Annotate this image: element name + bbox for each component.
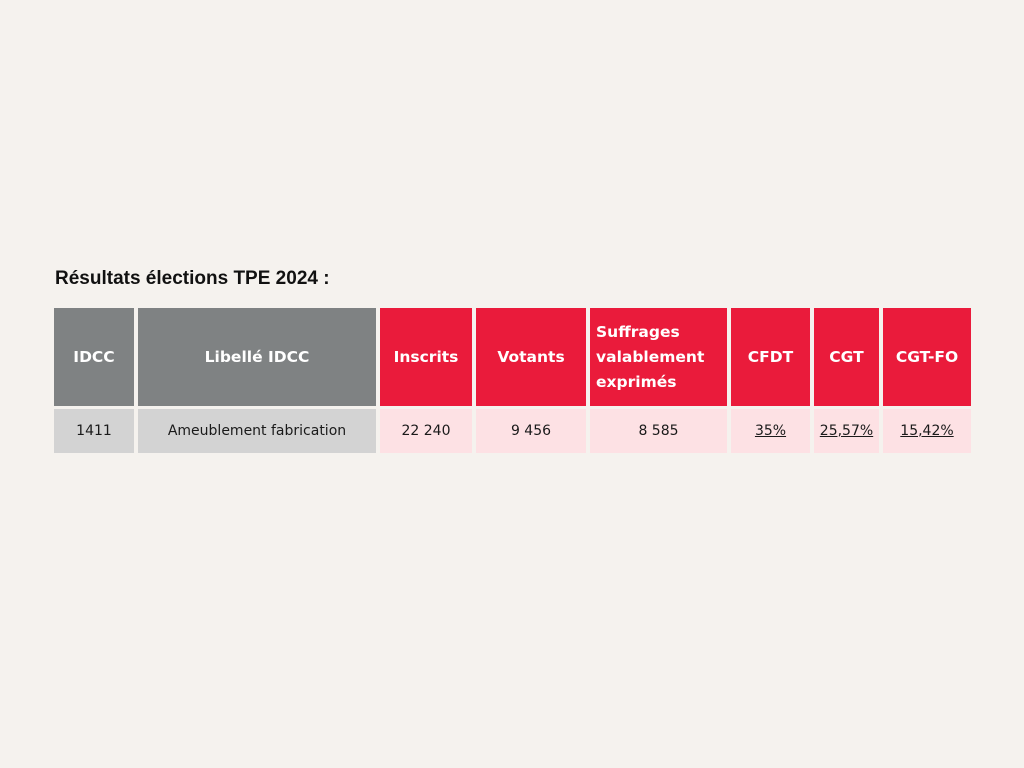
header-cgt-fo: CGT-FO [883, 308, 971, 406]
header-cfdt: CFDT [731, 308, 810, 406]
header-inscrits: Inscrits [380, 308, 472, 406]
results-table: IDCC Libellé IDCC Inscrits Votants Suffr… [50, 305, 975, 456]
cell-votants: 9 456 [476, 409, 586, 453]
header-idcc: IDCC [54, 308, 134, 406]
cell-suffrages-exprimes: 8 585 [590, 409, 727, 453]
cell-inscrits: 22 240 [380, 409, 472, 453]
header-cgt: CGT [814, 308, 879, 406]
cell-cgt: 25,57% [814, 409, 879, 453]
header-suffrages-exprimes: Suffrages valablement exprimés [590, 308, 727, 406]
cgt-fo-percentage-link[interactable]: 15,42% [900, 423, 954, 439]
cell-cfdt: 35% [731, 409, 810, 453]
page-title: Résultats élections TPE 2024 : [55, 268, 330, 289]
cell-libelle-idcc: Ameublement fabrication [138, 409, 376, 453]
header-votants: Votants [476, 308, 586, 406]
header-row: IDCC Libellé IDCC Inscrits Votants Suffr… [54, 308, 971, 406]
table-row: 1411 Ameublement fabrication 22 240 9 45… [54, 409, 971, 453]
cfdt-percentage-link[interactable]: 35% [754, 423, 787, 439]
cgt-percentage-link[interactable]: 25,57% [819, 423, 874, 439]
header-libelle-idcc: Libellé IDCC [138, 308, 376, 406]
cell-idcc: 1411 [54, 409, 134, 453]
cell-cgt-fo: 15,42% [883, 409, 971, 453]
